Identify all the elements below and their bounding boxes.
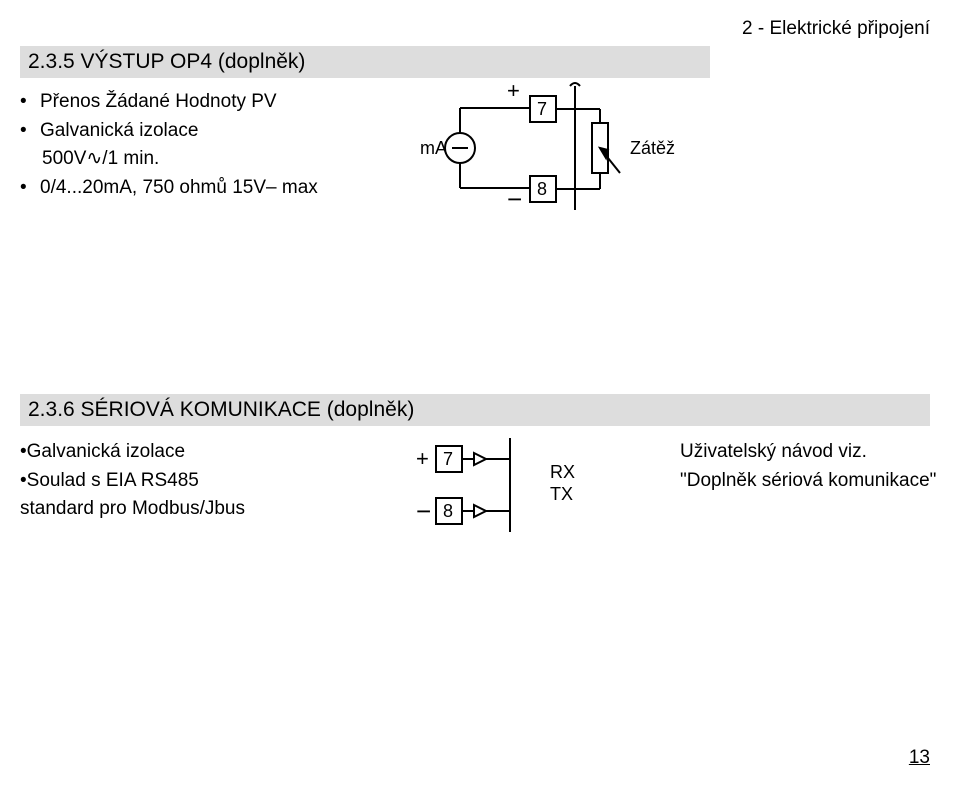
s1-b3: 0/4...20mA, 750 ohmů 15V– max — [40, 174, 318, 203]
diagram-serial: + − 7 8 RX TX — [400, 432, 600, 542]
s1-b2-l1: Galvanická izolace — [40, 117, 198, 146]
page-number: 13 — [909, 747, 930, 769]
s2-b2-l1: Soulad s EIA RS485 — [27, 470, 199, 491]
s2-b2-l2-post: Modbus/Jbus — [127, 498, 245, 519]
ac-symbol: ∿ — [86, 148, 102, 169]
s1-b1: Přenos Žádané Hodnoty PV — [40, 88, 277, 117]
s1-b2-l2-pre: 500V — [42, 148, 86, 169]
s2-b1: Galvanická izolace — [27, 441, 185, 462]
s1-b2-l2-post: /1 min. — [102, 148, 159, 169]
minus-2: − — [416, 496, 431, 526]
section-1-title: 2.3.5 VÝSTUP OP4 (doplněk) — [20, 46, 710, 78]
term-8b: 8 — [443, 501, 453, 521]
load-label: Zátěž — [630, 138, 675, 158]
term-7a: 7 — [537, 99, 547, 119]
plus-2: + — [416, 446, 429, 471]
s2-b2-l2-pre: standard — [20, 498, 99, 519]
s2-right-l1: Uživatelský návod viz. — [680, 438, 936, 467]
header-right: 2 - Elektrické připojení — [742, 18, 930, 40]
ma-label: mA — [420, 138, 447, 158]
rx-label: RX — [550, 462, 575, 482]
section-2-title: 2.3.6 SÉRIOVÁ KOMUNIKACE (doplněk) — [20, 394, 930, 426]
term-7b: 7 — [443, 449, 453, 469]
minus-1: − — [507, 184, 522, 214]
plus-1: + — [507, 78, 520, 103]
s2-b2-l2-mid: pro — [99, 498, 126, 519]
diagram-op4: mA + − 7 8 Zátěž — [400, 78, 740, 218]
section-1-bullets: •Přenos Žádané Hodnoty PV •Galvanická iz… — [20, 88, 318, 202]
term-8a: 8 — [537, 179, 547, 199]
section-2-bullets: •Galvanická izolace •Soulad s EIA RS485 … — [20, 438, 245, 524]
tx-label: TX — [550, 484, 573, 504]
s2-right-l2: "Doplněk sériová komunikace" — [680, 467, 936, 496]
section-2-right-text: Uživatelský návod viz. "Doplněk sériová … — [680, 438, 936, 495]
